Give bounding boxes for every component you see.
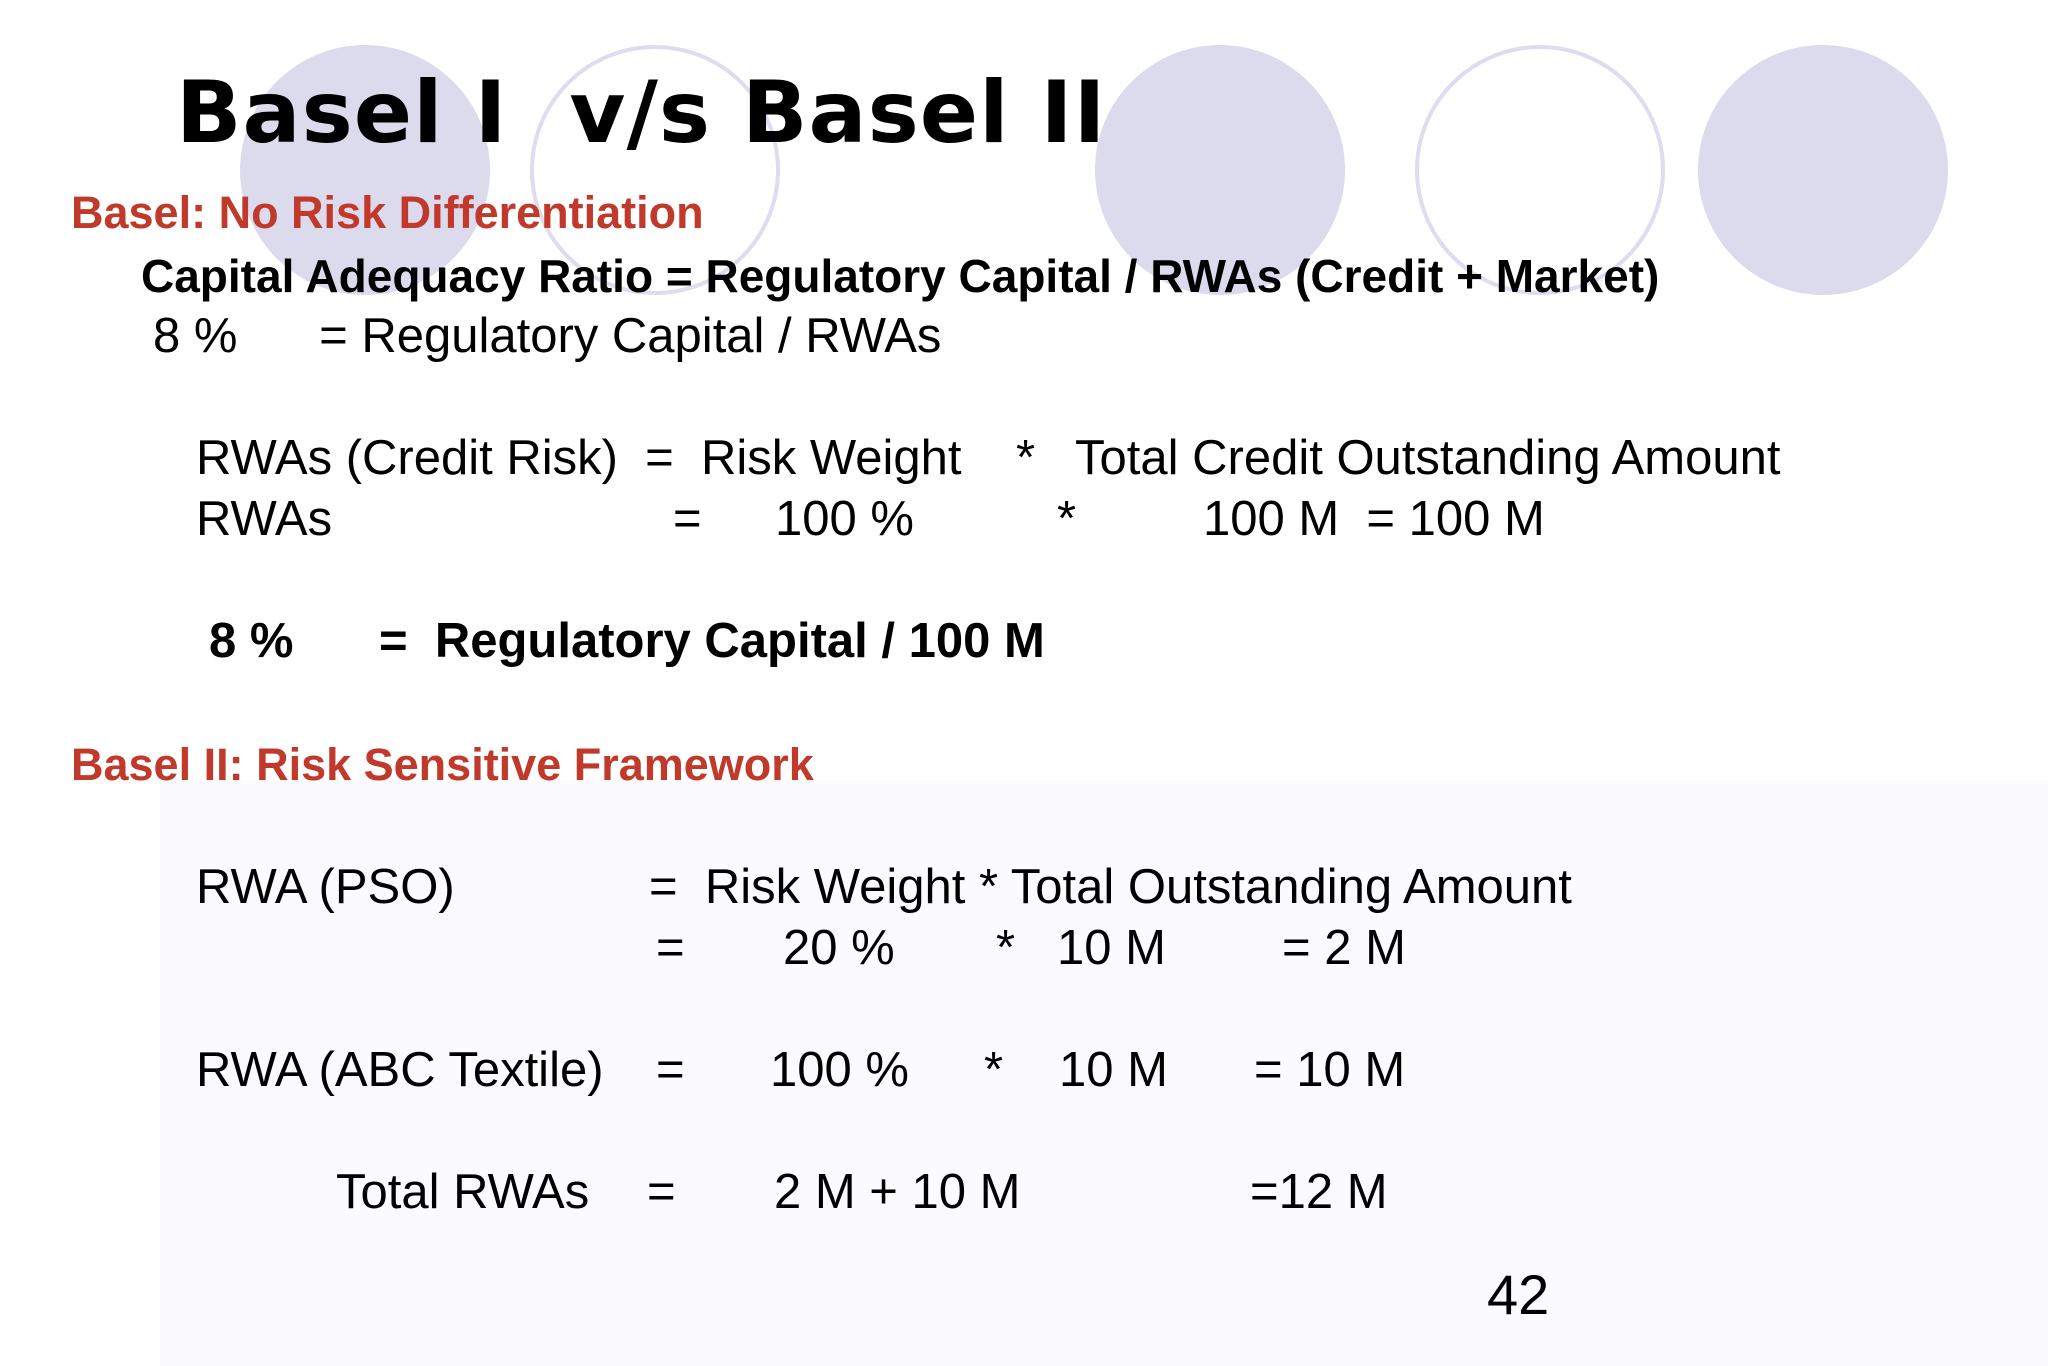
total-result: =12 M [1250, 1165, 1388, 1219]
decorative-circle-2 [530, 45, 780, 295]
result-percent: 8 % [209, 614, 294, 668]
decorative-circle-3 [1095, 45, 1345, 295]
slide-background [160, 780, 2048, 1366]
rwa-calc-label: RWAs [196, 492, 333, 546]
total-sum: 2 M + 10 M [774, 1165, 1021, 1219]
pso-weight: 20 % [783, 921, 895, 975]
total-label: Total RWAs [336, 1165, 590, 1219]
basel2-heading: Basel II: Risk Sensitive Framework [71, 739, 814, 790]
decorative-circle-5 [1698, 45, 1948, 295]
rwa-calc-amount: 100 M = 100 M [1203, 492, 1545, 546]
pso-formula: = Risk Weight * Total Outstanding Amount [649, 860, 1572, 914]
basel1-heading: Basel: No Risk Differentiation [71, 187, 704, 238]
car-value: 8 % = Regulatory Capital / RWAs [153, 309, 942, 363]
rwa-credit-formula: RWAs (Credit Risk) = Risk Weight * Total… [196, 431, 1781, 485]
pso-amount: 10 M [1057, 921, 1166, 975]
abc-weight: 100 % [770, 1043, 909, 1097]
result-formula: = Regulatory Capital / 100 M [379, 614, 1045, 668]
abc-equals: = [656, 1043, 685, 1097]
pso-equals: = [656, 921, 685, 975]
abc-operator: * [984, 1043, 1004, 1097]
slide-title: Basel I v/s Basel II [176, 63, 1107, 163]
car-formula: Capital Adequacy Ratio = Regulatory Capi… [141, 250, 1660, 302]
abc-label: RWA (ABC Textile) [196, 1043, 604, 1097]
total-equals: = [647, 1165, 676, 1219]
page-number: 42 [1487, 1263, 1550, 1326]
rwa-calc-weight: 100 % [775, 492, 914, 546]
decorative-circle-4 [1415, 45, 1665, 295]
pso-result: = 2 M [1282, 921, 1406, 975]
rwa-calc-equals: = [673, 492, 702, 546]
abc-result: = 10 M [1254, 1043, 1406, 1097]
abc-amount: 10 M [1059, 1043, 1168, 1097]
decorative-circle-1 [240, 45, 490, 295]
pso-label: RWA (PSO) [196, 860, 455, 914]
rwa-calc-operator: * [1057, 492, 1077, 546]
pso-operator: * [996, 921, 1016, 975]
